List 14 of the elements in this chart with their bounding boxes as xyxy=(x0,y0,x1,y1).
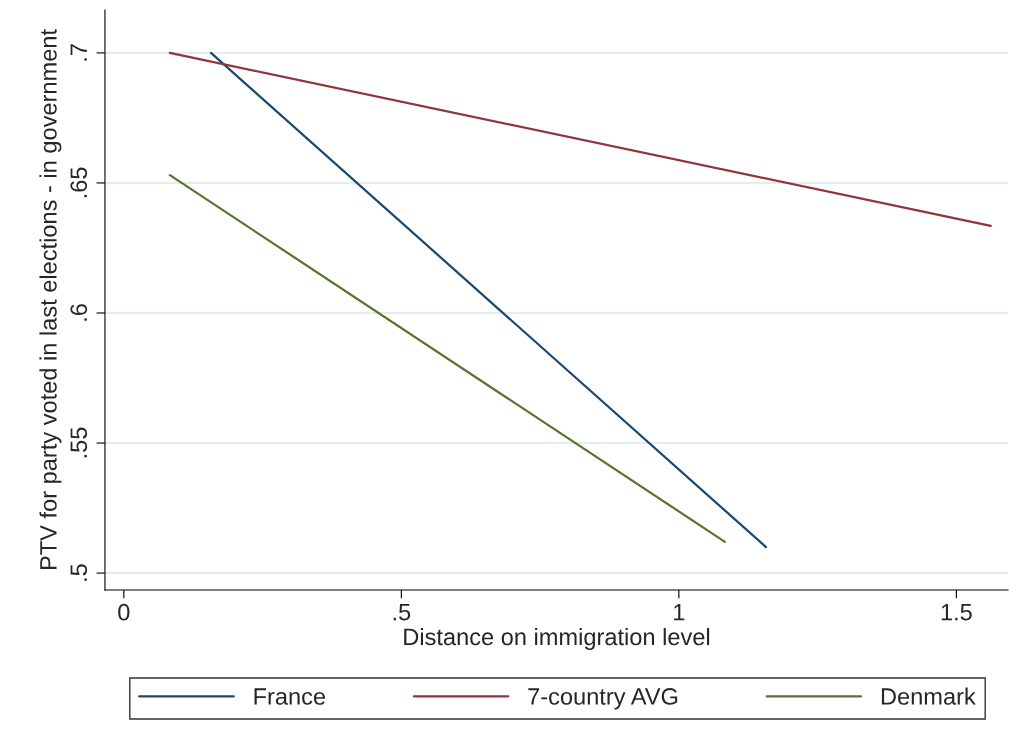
y-tick-label: .55 xyxy=(70,427,88,458)
y-axis-title: PTV for party voted in last elections - in government xyxy=(39,29,62,570)
x-tick-label: 1.5 xyxy=(941,604,972,621)
x-axis-title: Distance on immigration level xyxy=(404,627,710,650)
y-tick-label: .5 xyxy=(70,564,88,581)
y-tick-label: .7 xyxy=(70,44,87,61)
x-tick-label: .5 xyxy=(393,604,411,621)
legend-label: Denmark xyxy=(881,687,976,705)
y-tick-label: .65 xyxy=(70,167,88,198)
x-tick-label: 0 xyxy=(118,603,130,621)
legend-label: France xyxy=(254,688,326,705)
legend-label: 7-country AVG xyxy=(528,688,678,710)
x-tick-label: 1 xyxy=(674,604,685,621)
y-tick-label: .6 xyxy=(70,304,88,321)
